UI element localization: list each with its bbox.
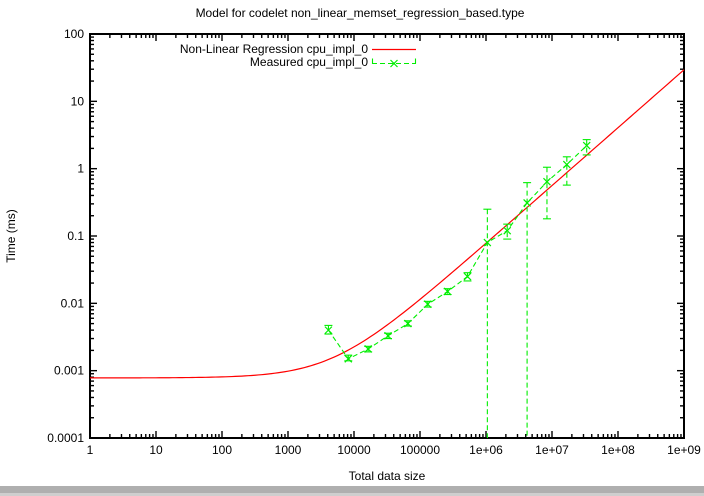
chart-title: Model for codelet non_linear_memset_regr… (195, 6, 525, 20)
measured-series-group (324, 139, 591, 438)
legend-sample-measured-marker (390, 59, 398, 68)
y-tick-label: 0.1 (67, 229, 84, 243)
y-tick-label: 0.01 (61, 296, 85, 310)
measured-marker (403, 319, 412, 328)
tick-labels: 1 10 100 1000 10000 100000 1e+06 1e+07 1e+08 1e+0… (47, 27, 701, 457)
measured-marker (443, 287, 452, 296)
measured-marker (344, 354, 353, 363)
chart-canvas: 1 10 100 1000 10000 100000 1e+06 1e+07 1e+08 1e+0… (47, 27, 701, 457)
x-tick-label: 1e+09 (667, 443, 701, 457)
x-axis-label: Total data size (348, 469, 426, 483)
regression-curve-group (90, 69, 685, 379)
x-tick-label: 10000 (337, 443, 371, 457)
x-tick-label: 1e+08 (601, 443, 635, 457)
window-bottom-scrollbar[interactable] (0, 486, 704, 493)
y-tick-label: 0.0001 (47, 431, 84, 445)
measured-marker (523, 198, 532, 207)
x-tick-label: 10 (149, 443, 163, 457)
y-tick-label: 1 (77, 162, 84, 176)
regression-curve (90, 69, 685, 379)
measured-marker (503, 226, 512, 235)
measured-marker (483, 238, 492, 247)
measured-marker (324, 326, 333, 335)
x-tick-label: 1e+06 (469, 443, 503, 457)
measured-marker (562, 160, 571, 169)
measured-marker (582, 141, 591, 150)
measured-line (327, 145, 588, 360)
x-tick-label: 1000 (275, 443, 302, 457)
y-axis-label: Time (ms) (4, 209, 18, 263)
y-tick-label: 10 (71, 94, 85, 108)
window-bottom-edge (0, 493, 704, 496)
measured-marker (384, 331, 392, 340)
measured-marker (423, 300, 432, 309)
legend-label-regression: Non-Linear Regression cpu_impl_0 (179, 42, 368, 56)
y-tick-label: 0.001 (54, 364, 84, 378)
x-tick-label: 100000 (400, 443, 440, 457)
x-tick-label: 1e+07 (535, 443, 569, 457)
y-tick-label: 100 (64, 27, 84, 41)
legend-label-measured: Measured cpu_impl_0 (249, 55, 368, 69)
legend-line-samples (371, 48, 417, 68)
x-tick-label: 100 (212, 443, 232, 457)
measured-marker (364, 345, 373, 353)
measured-marker (463, 272, 472, 281)
measured-marker (543, 177, 551, 186)
x-tick-label: 1 (87, 443, 94, 457)
axes-and-ticks (89, 33, 685, 439)
